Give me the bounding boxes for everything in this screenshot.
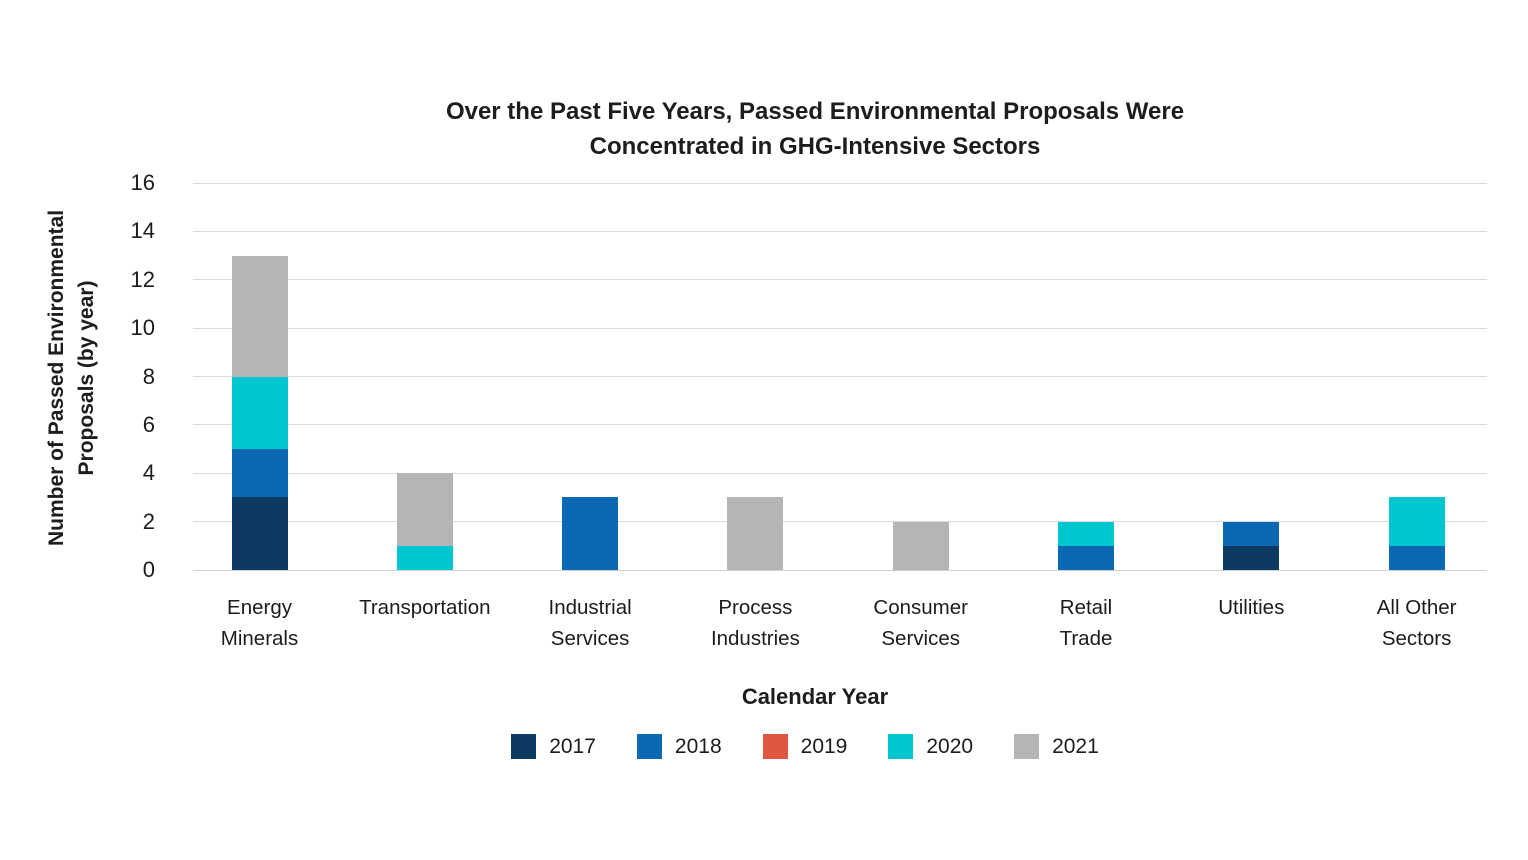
bar-segment-2021 [892, 521, 949, 570]
gridline [193, 279, 1487, 281]
gridline [193, 472, 1487, 474]
x-category-label-line: Services [881, 627, 960, 650]
bar-segment-2018 [1388, 545, 1445, 570]
y-axis-tick-label: 0 [142, 557, 155, 582]
bar-column [1223, 521, 1280, 570]
y-axis-tick-label: 12 [130, 266, 155, 292]
gridline [193, 424, 1487, 426]
legend-swatch-2021 [1014, 734, 1040, 759]
bar-column [1388, 497, 1445, 570]
bar-segment-2020 [231, 376, 288, 450]
bar-segment-2018 [562, 497, 619, 570]
chart-title-line: Concentrated in GHG-Intensive Sectors [589, 133, 1041, 160]
legend-label: 2018 [674, 734, 722, 758]
bar-segment-2020 [1388, 497, 1445, 546]
gridline [193, 521, 1487, 523]
x-category-label: Energy Minerals [165, 592, 355, 654]
x-category-label-line: Process [718, 596, 793, 619]
gridline [193, 569, 1487, 571]
bar-segment-2020 [396, 545, 453, 570]
x-category-label-line: Consumer [873, 596, 968, 619]
legend-item-2018: 2018 [636, 734, 722, 759]
bar-column [1058, 521, 1114, 570]
x-category-label-line: Retail [1059, 596, 1113, 619]
gridline [193, 376, 1487, 377]
x-category-label-line: Trade [1059, 627, 1113, 650]
x-category-label-line: Energy [227, 596, 292, 619]
y-axis-tick-label: 6 [142, 411, 155, 437]
chart-title: Over the Past Five Years, Passed Environ… [102, 94, 1528, 164]
bar-segment-2021 [231, 255, 288, 377]
x-axis-title: Calendar Year [741, 684, 889, 709]
legend-item-2021: 2021 [1014, 734, 1099, 759]
y-axis-tick-label: 8 [142, 363, 155, 389]
legend-item-2020: 2020 [888, 734, 973, 759]
bar-segment-2021 [396, 473, 453, 546]
x-category-label-line: Services [550, 627, 630, 650]
plot-area [193, 182, 1487, 571]
x-category-label-line: Utilities [1218, 596, 1285, 619]
legend: 2017 2018 2019 2020 2021 [82, 734, 1528, 759]
x-category-label: Retail Trade [991, 592, 1181, 654]
x-category-label-line: Sectors [1381, 627, 1452, 650]
legend-item-2017: 2017 [511, 734, 596, 759]
legend-label: 2019 [800, 734, 848, 758]
gridline [193, 182, 1487, 184]
legend-swatch-2017 [511, 734, 537, 759]
chart-title-line: Over the Past Five Years, Passed Environ… [445, 98, 1185, 125]
bar-column [562, 497, 619, 570]
bar-column [396, 473, 453, 570]
y-axis-tick-label: 16 [130, 170, 155, 195]
y-axis-tick-label: 14 [130, 218, 155, 244]
x-category-label-line: All Other [1376, 596, 1457, 619]
gridline [193, 327, 1487, 329]
bar-segment-2018 [1223, 521, 1280, 546]
bar-segment-2017 [231, 497, 288, 570]
legend-swatch-2018 [636, 734, 662, 759]
x-category-label: Process Industries [660, 592, 850, 654]
x-category-label-line: Industrial [548, 596, 632, 619]
bar-segment-2018 [231, 449, 288, 498]
legend-swatch-2020 [888, 734, 914, 759]
y-axis-tick-label: 4 [142, 460, 155, 486]
gridline [193, 230, 1487, 232]
y-axis-tick-label: 10 [130, 315, 155, 341]
x-category-label-line: Industries [710, 627, 800, 650]
bar-segment-2018 [1058, 545, 1114, 570]
x-category-label: Utilities [1156, 592, 1346, 623]
y-axis-tick-label: 2 [142, 508, 155, 534]
bar-column [892, 521, 949, 570]
bar-segment-2020 [1058, 521, 1114, 546]
x-category-label: Transportation [330, 592, 520, 623]
bar-segment-2017 [1223, 545, 1280, 570]
bar-segment-2021 [727, 497, 784, 570]
x-category-label-line: Minerals [220, 627, 299, 650]
x-category-label: Consumer Services [826, 592, 1016, 654]
x-category-label-line: Transportation [359, 596, 491, 619]
legend-item-2019: 2019 [762, 734, 848, 759]
legend-label: 2021 [1052, 734, 1099, 758]
legend-label: 2017 [549, 734, 596, 758]
x-category-label: Industrial Services [495, 592, 685, 654]
bar-column [231, 255, 288, 570]
bar-column [727, 497, 784, 570]
legend-label: 2020 [926, 734, 974, 758]
legend-swatch-2019 [762, 734, 788, 759]
x-category-label: All Other Sectors [1322, 592, 1512, 654]
